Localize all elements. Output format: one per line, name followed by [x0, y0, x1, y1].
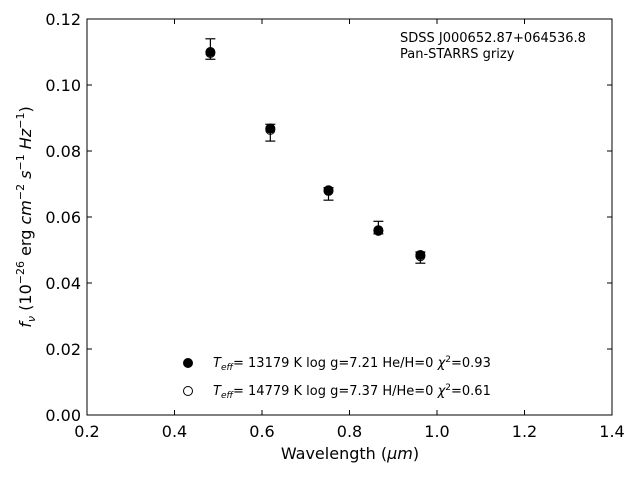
legend-marker-filled [183, 358, 193, 368]
model-point-open [373, 225, 384, 236]
y-tick-label: 0.02 [45, 340, 81, 359]
legend: Teff= 13179 K log g=7.21 He/H=0 χ2=0.93 … [183, 355, 491, 401]
y-tick-label: 0.04 [45, 274, 81, 293]
x-tick-label: 0.8 [337, 422, 362, 441]
x-tick-label: 0.4 [162, 422, 187, 441]
x-tick-label: 1.0 [424, 422, 449, 441]
model-point-open [415, 251, 426, 262]
x-tick-label: 1.4 [599, 422, 624, 441]
y-axis-label: fν (10−26 erg cm−2 s−1 Hz−1) [14, 106, 38, 327]
y-tick-label: 0.00 [45, 406, 81, 425]
x-axis-label: Wavelength (μm) [281, 444, 419, 463]
ticks: 0.2 0.4 0.6 0.8 1.0 1.2 1.4 0.00 0.02 0.04 0.06 0.0… [45, 10, 624, 441]
model-point-open [205, 47, 216, 58]
y-tick-label: 0.08 [45, 142, 81, 161]
annotation-line2: Pan-STARRS grizy [400, 47, 515, 62]
model-point-open [265, 124, 276, 135]
x-tick-label: 0.2 [74, 422, 99, 441]
y-tick-label: 0.06 [45, 208, 81, 227]
legend-label-1: Teff= 13179 K log g=7.21 He/H=0 χ2=0.93 [213, 355, 491, 373]
x-tick-label: 1.2 [512, 422, 537, 441]
x-tick-label: 0.6 [249, 422, 274, 441]
legend-label-2: Teff= 14779 K log g=7.37 H/He=0 χ2=0.61 [213, 383, 491, 401]
y-tick-label: 0.12 [45, 10, 81, 29]
legend-marker-open [183, 386, 193, 396]
y-tick-label: 0.10 [45, 76, 81, 95]
model-point-open [323, 185, 334, 196]
annotation-line1: SDSS J000652.87+064536.8 [400, 31, 586, 46]
data-points [205, 38, 426, 264]
